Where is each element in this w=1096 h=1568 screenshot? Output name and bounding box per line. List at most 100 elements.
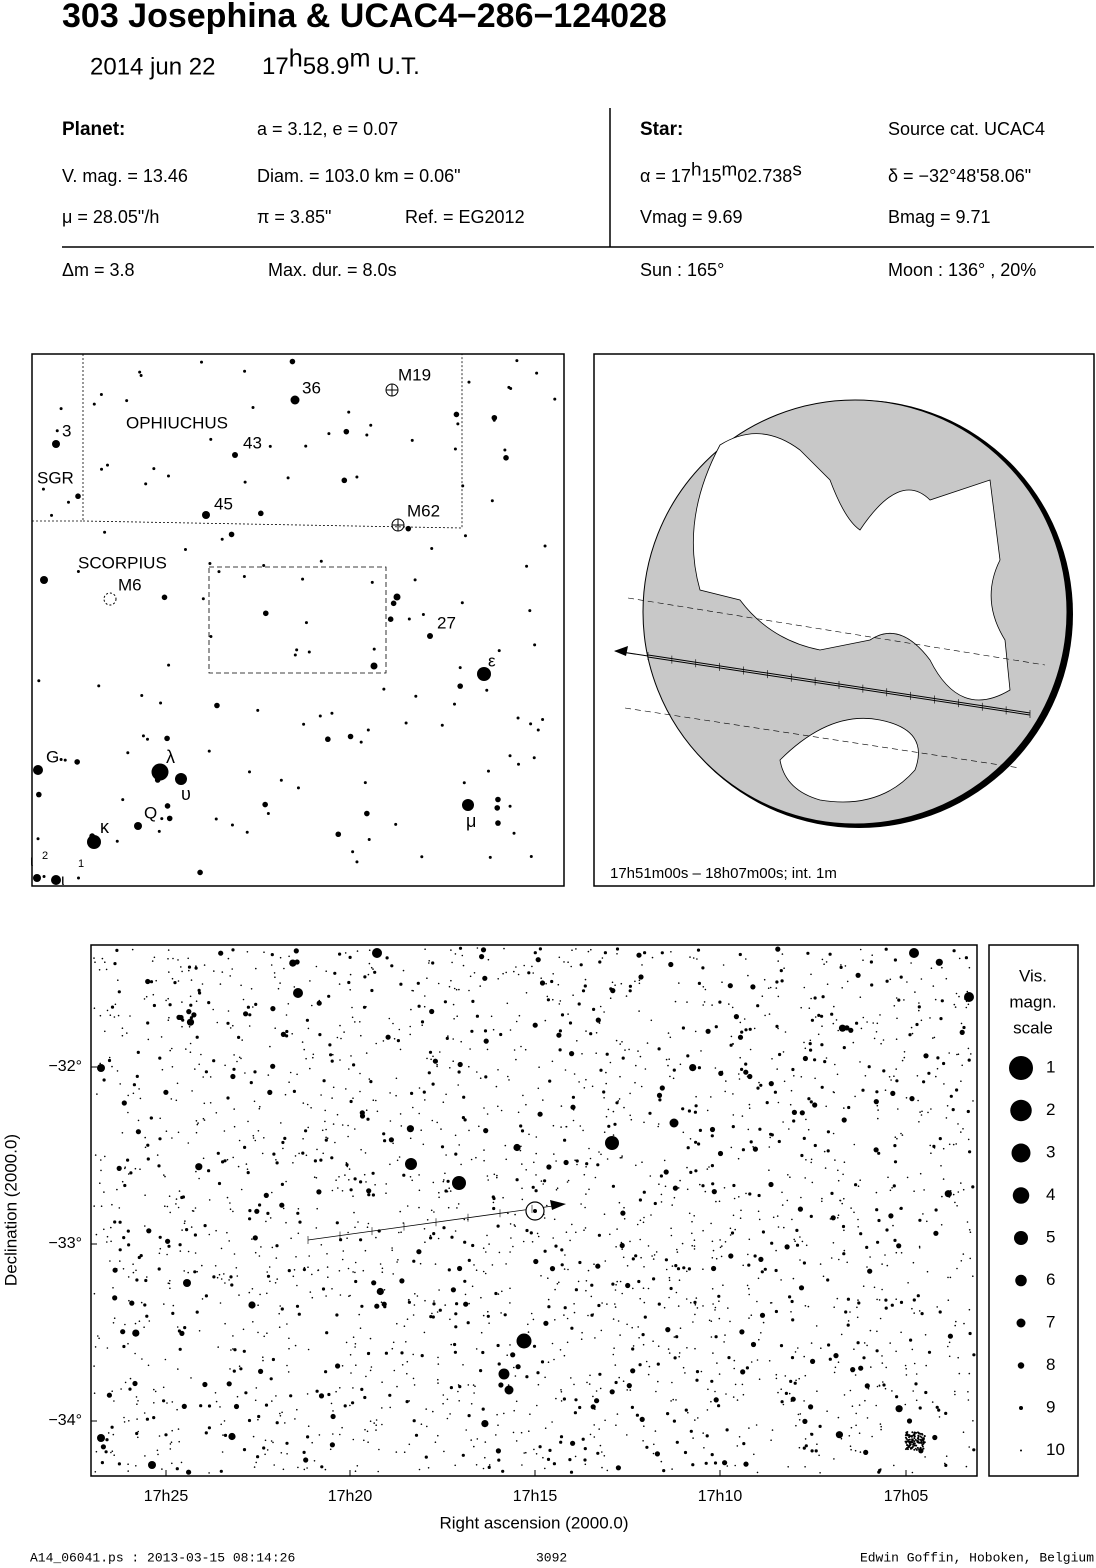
field-star	[792, 1277, 795, 1280]
field-star	[152, 993, 155, 996]
field-star	[144, 1225, 146, 1227]
field-star	[166, 1205, 169, 1208]
field-star	[292, 1162, 294, 1164]
field-star	[839, 965, 843, 970]
field-star	[483, 1038, 489, 1044]
field-star	[508, 1079, 510, 1081]
field-star	[423, 1331, 426, 1334]
field-star	[246, 1005, 250, 1009]
field-star	[354, 1271, 356, 1274]
field-star	[622, 1256, 625, 1259]
field-star	[389, 1406, 392, 1409]
field-star	[266, 1449, 269, 1451]
field-star	[122, 1344, 126, 1349]
field-star	[122, 1268, 125, 1270]
finder-star	[341, 477, 348, 484]
field-star	[599, 1387, 602, 1390]
field-star	[570, 1377, 572, 1379]
field-star	[806, 951, 810, 955]
field-star	[111, 1390, 113, 1392]
field-star	[911, 1307, 913, 1310]
field-star	[905, 1097, 908, 1099]
field-star	[179, 1330, 185, 1336]
field-star	[223, 1420, 226, 1422]
field-star	[675, 1440, 679, 1444]
field-star	[296, 1211, 300, 1215]
field-star	[595, 1017, 601, 1023]
field-star	[546, 1457, 551, 1461]
field-star	[804, 1444, 808, 1448]
field-star	[341, 1258, 344, 1261]
field-star	[624, 1049, 626, 1051]
field-star	[318, 999, 321, 1002]
field-star	[710, 1453, 714, 1457]
field-star	[650, 1214, 652, 1216]
field-star	[228, 1279, 230, 1281]
field-star	[897, 1108, 899, 1110]
field-star	[264, 1439, 267, 1442]
field-star	[349, 1188, 353, 1192]
finder-star	[517, 762, 521, 766]
field-star	[496, 1176, 498, 1179]
field-star	[158, 1056, 162, 1060]
field-star	[709, 1126, 716, 1133]
field-star	[652, 1452, 655, 1455]
cluster-star	[923, 1441, 926, 1444]
field-star	[573, 1383, 575, 1386]
field-star	[968, 966, 971, 969]
field-star	[363, 1439, 365, 1442]
field-star	[857, 1301, 861, 1305]
field-star	[909, 1338, 913, 1342]
field-star	[702, 1305, 704, 1307]
field-star	[531, 1241, 534, 1243]
field-star	[414, 1433, 419, 1437]
field-star	[912, 1390, 914, 1392]
field-star	[957, 1356, 959, 1359]
field-star	[901, 1134, 904, 1136]
field-star	[837, 1217, 839, 1219]
field-star	[113, 1454, 115, 1456]
finder-star	[301, 577, 305, 581]
field-star	[573, 1303, 575, 1305]
field-star	[128, 1299, 130, 1302]
finder-star	[200, 360, 204, 364]
globe-frame	[593, 353, 1095, 887]
cluster-star	[921, 1438, 924, 1441]
field-star	[639, 1219, 642, 1222]
field-star	[153, 1402, 155, 1404]
field-star	[860, 1027, 863, 1030]
field-star	[139, 1097, 142, 1100]
cluster-star	[917, 1441, 920, 1444]
field-star	[100, 1205, 103, 1207]
field-star	[795, 1379, 797, 1382]
field-star	[252, 1321, 254, 1323]
field-star	[269, 1045, 271, 1048]
field-star	[911, 1032, 914, 1035]
x-tick-label: 17h10	[698, 1488, 743, 1505]
field-star	[967, 1399, 970, 1401]
field-star	[586, 1381, 588, 1384]
field-star	[780, 1279, 782, 1281]
field-star	[171, 1311, 175, 1315]
field-star	[957, 1191, 960, 1193]
field-star	[366, 1430, 369, 1433]
field-star	[335, 1313, 339, 1317]
field-star	[893, 1464, 895, 1467]
field-star	[711, 1004, 713, 1006]
field-star	[127, 1463, 129, 1465]
field-star	[729, 1320, 731, 1323]
field-star	[616, 1228, 618, 1230]
field-star	[496, 1343, 500, 1348]
field-star	[578, 1405, 582, 1410]
field-star	[700, 1370, 703, 1373]
field-star	[410, 1008, 412, 1011]
field-star	[844, 965, 847, 967]
field-star	[484, 1075, 488, 1079]
field-star	[873, 1286, 876, 1289]
circumstance: Sun : 165°	[640, 260, 724, 280]
field-star	[455, 1302, 459, 1306]
finder-star	[50, 513, 54, 517]
field-star	[429, 1234, 432, 1237]
field-star	[135, 1431, 139, 1436]
scale-title: scale	[1013, 1018, 1053, 1037]
